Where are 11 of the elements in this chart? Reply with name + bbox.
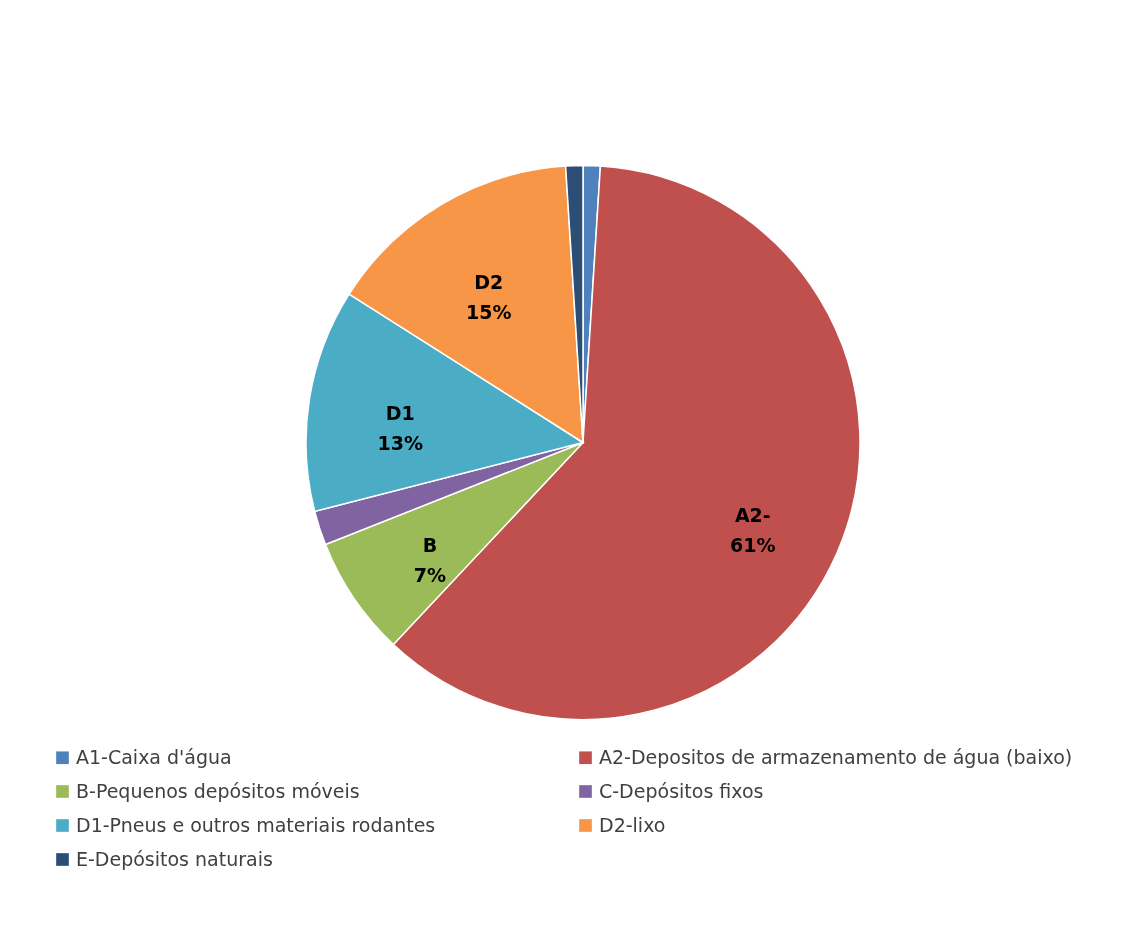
legend-label: A1-Caixa d'água [76, 745, 232, 768]
data-label: B 7% [413, 534, 447, 587]
legend-label: B-Pequenos depósitos móveis [76, 779, 360, 802]
legend-label: E-Depósitos naturais [76, 847, 273, 870]
legend-label: D2-lixo [599, 813, 666, 836]
data-label: D1 13% [377, 401, 424, 454]
data-label: A2- 61% [730, 503, 776, 556]
data-label: D2 15% [466, 271, 512, 324]
legend-label: C-Depósitos fixos [599, 779, 764, 802]
legend-label: D1-Pneus e outros materiais rodantes [76, 813, 436, 836]
legend-label: A2-Depositos de armazenamento de água (baixo) [599, 745, 1073, 768]
